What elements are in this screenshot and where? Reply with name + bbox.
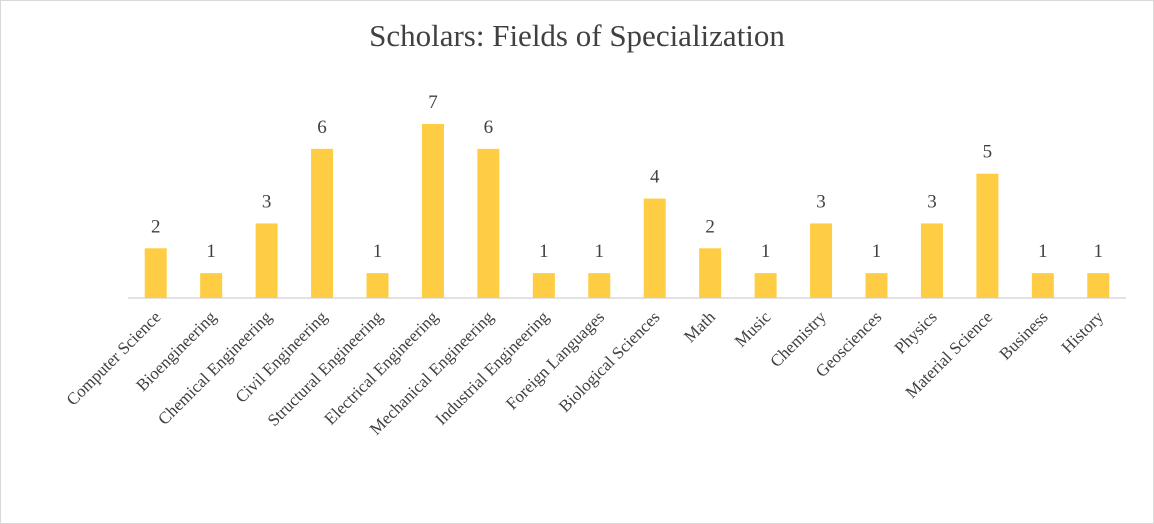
bar xyxy=(255,223,278,298)
bar xyxy=(1031,273,1054,298)
data-label: 1 xyxy=(595,241,605,262)
data-label: 3 xyxy=(927,191,937,212)
bar xyxy=(920,223,943,298)
data-label: 6 xyxy=(317,117,327,138)
data-label: 1 xyxy=(1094,241,1104,262)
chart-title: Scholars: Fields of Specialization xyxy=(369,18,785,53)
data-label: 1 xyxy=(206,241,216,262)
data-label: 7 xyxy=(428,92,438,113)
data-label: 1 xyxy=(539,241,549,262)
data-label: 2 xyxy=(705,216,715,237)
bar xyxy=(976,173,999,298)
bar xyxy=(200,273,223,298)
bar xyxy=(754,273,777,298)
bar xyxy=(477,148,500,298)
data-label: 3 xyxy=(816,191,826,212)
bar xyxy=(421,124,444,298)
data-label: 6 xyxy=(484,117,494,138)
bar xyxy=(588,273,611,298)
data-label: 4 xyxy=(650,167,660,188)
data-label: 1 xyxy=(373,241,383,262)
bar xyxy=(366,273,389,298)
bar xyxy=(311,148,334,298)
data-label: 5 xyxy=(983,142,993,163)
bar xyxy=(144,248,167,298)
data-label: 1 xyxy=(1038,241,1048,262)
bar xyxy=(1087,273,1110,298)
bar xyxy=(810,223,833,298)
data-label: 2 xyxy=(151,216,161,237)
bar xyxy=(865,273,888,298)
bar xyxy=(699,248,722,298)
bar xyxy=(532,273,555,298)
data-label: 1 xyxy=(872,241,882,262)
data-label: 1 xyxy=(761,241,771,262)
bar xyxy=(643,198,666,298)
data-label: 3 xyxy=(262,191,272,212)
